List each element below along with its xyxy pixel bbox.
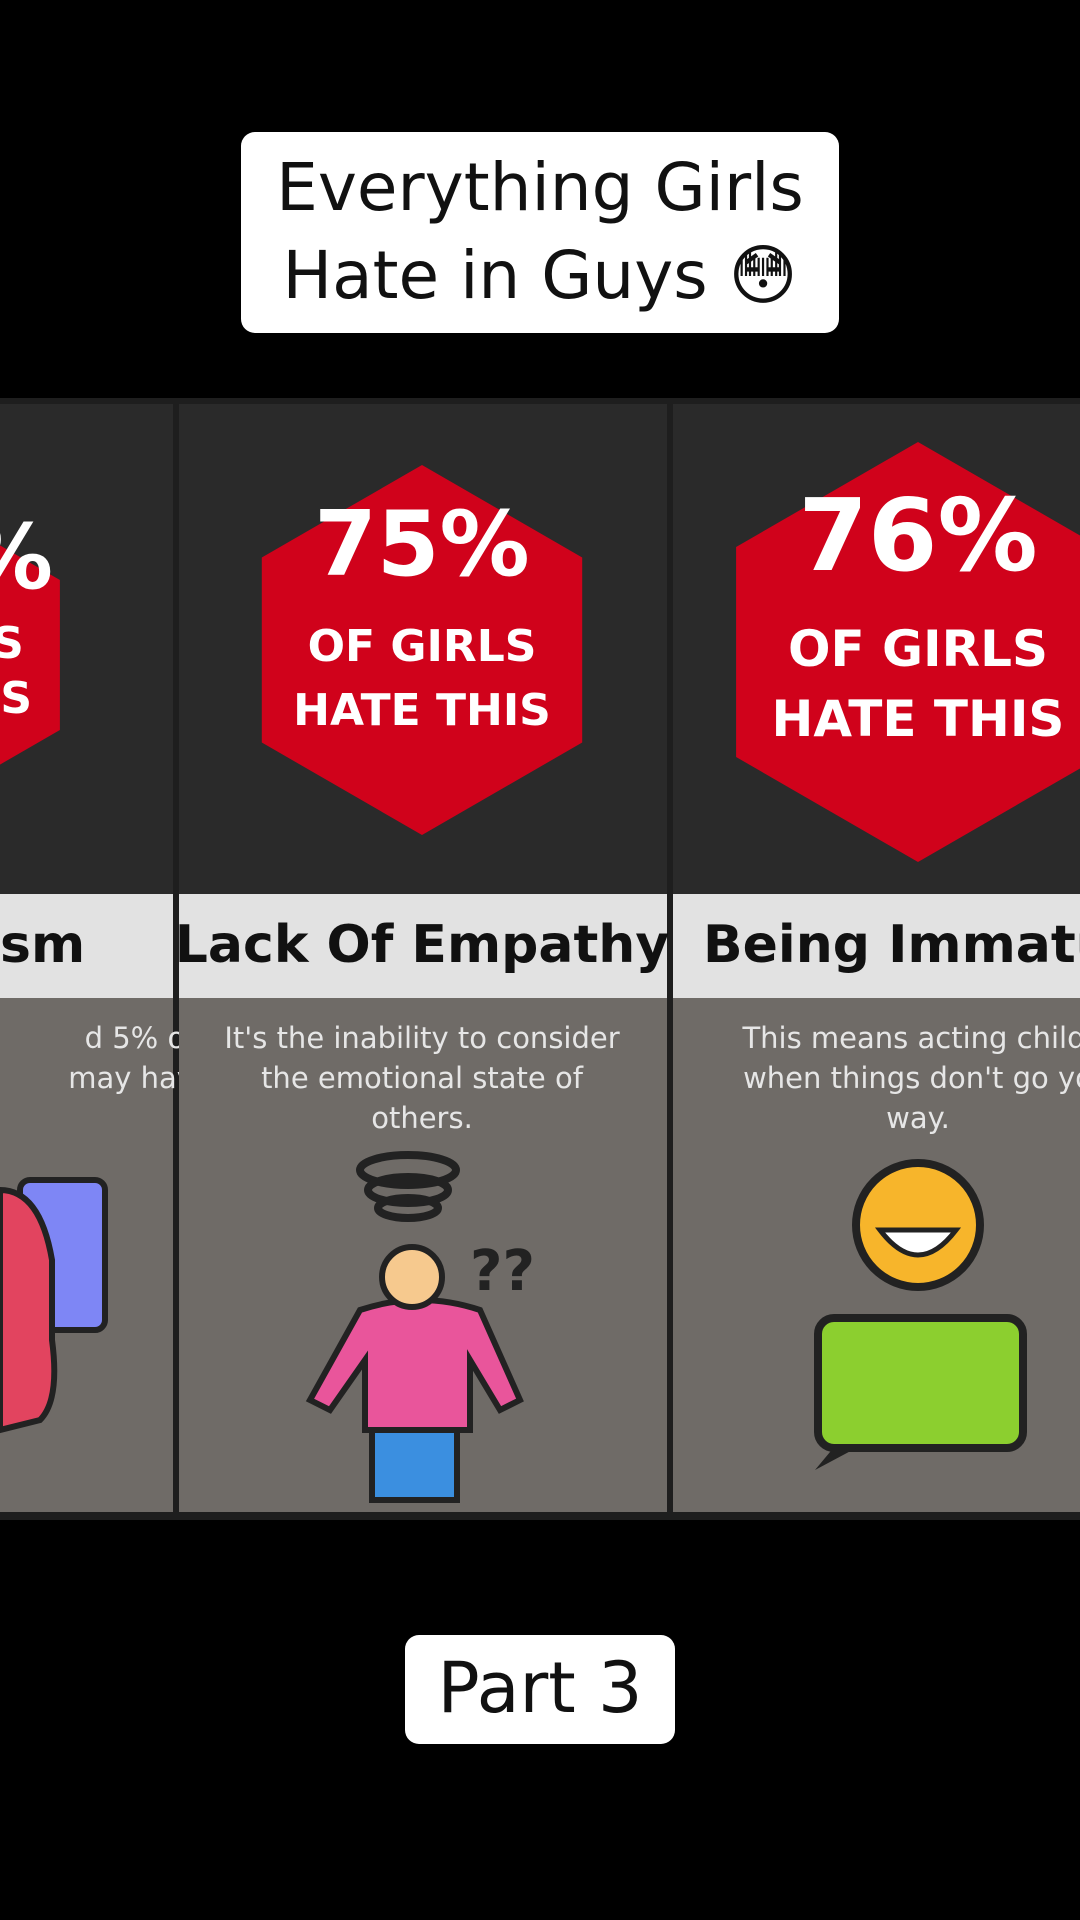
panel-description: others. bbox=[371, 1101, 473, 1135]
part-box bbox=[405, 1635, 675, 1744]
panel-description: This means acting childi bbox=[741, 1021, 1080, 1055]
panel-heading-band bbox=[179, 894, 667, 998]
panel-heading: Lack Of Empathy bbox=[175, 915, 669, 975]
title-line: Everything Girls bbox=[276, 149, 804, 226]
panel-description: the emotional state of bbox=[261, 1061, 584, 1095]
panel-description: when things don't go yo bbox=[743, 1061, 1080, 1095]
badge-text: 75% bbox=[314, 492, 529, 597]
panel-heading-band bbox=[673, 894, 1080, 998]
panel-description: d 5% of bbox=[85, 1021, 197, 1055]
question-marks: ?? bbox=[470, 1239, 535, 1304]
part-label: Part 3 bbox=[438, 1647, 643, 1729]
panel-description: It's the inability to consider bbox=[224, 1021, 619, 1055]
panel-heading: Being Immatur bbox=[703, 915, 1080, 975]
panel-description: way. bbox=[886, 1101, 950, 1135]
badge-text: OF GIRLS bbox=[308, 621, 537, 672]
icon-being-immature bbox=[814, 1159, 1027, 1470]
badge-hexagon bbox=[261, 465, 583, 835]
badge-text: OF GIRLS bbox=[788, 620, 1048, 678]
icon-partial bbox=[0, 1177, 108, 1434]
badge-hexagon bbox=[736, 442, 1080, 862]
panel-heading: sm bbox=[0, 915, 85, 975]
title-box bbox=[241, 132, 839, 333]
badge-text: 76% bbox=[798, 477, 1037, 594]
badge-hexagon bbox=[0, 545, 60, 765]
panel-heading-band bbox=[0, 894, 173, 998]
badge-text: IS bbox=[0, 673, 32, 724]
badge-text: HATE THIS bbox=[772, 690, 1065, 748]
badge-text: HATE THIS bbox=[293, 685, 551, 736]
badge-text: S bbox=[0, 618, 24, 669]
title-line: Hate in Guys 😳 bbox=[283, 237, 798, 314]
icon-lack-of-empathy: ?? bbox=[305, 1151, 535, 1503]
badge-text: % bbox=[0, 505, 53, 610]
